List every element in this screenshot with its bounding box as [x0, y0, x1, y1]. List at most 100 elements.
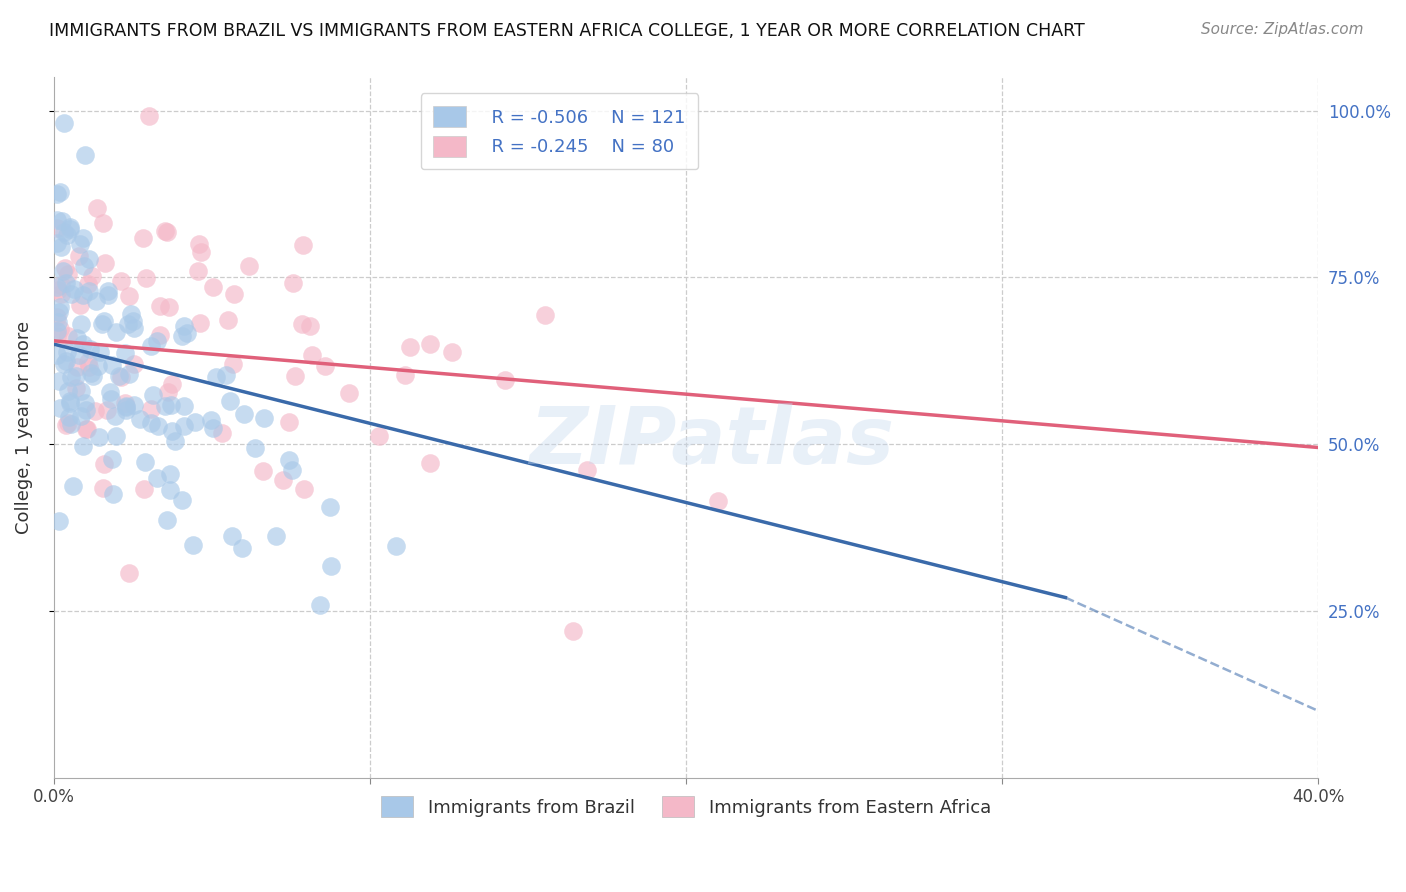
Point	[157, 300, 180, 314]
Point	[53, 357, 76, 371]
Point	[148, 299, 170, 313]
Point	[46, 212, 69, 227]
Point	[222, 357, 245, 371]
Point	[299, 318, 322, 333]
Point	[100, 392, 122, 406]
Point	[46, 315, 69, 329]
Point	[201, 421, 224, 435]
Point	[170, 329, 193, 343]
Point	[93, 314, 115, 328]
Point	[176, 326, 198, 340]
Point	[441, 345, 464, 359]
Point	[46, 348, 69, 362]
Point	[162, 377, 184, 392]
Point	[52, 264, 75, 278]
Text: Source: ZipAtlas.com: Source: ZipAtlas.com	[1201, 22, 1364, 37]
Point	[115, 401, 138, 415]
Point	[91, 217, 114, 231]
Point	[284, 368, 307, 383]
Point	[188, 316, 211, 330]
Point	[65, 369, 87, 384]
Point	[70, 384, 93, 398]
Point	[281, 277, 304, 291]
Point	[46, 235, 69, 250]
Text: IMMIGRANTS FROM BRAZIL VS IMMIGRANTS FROM EASTERN AFRICA COLLEGE, 1 YEAR OR MORE: IMMIGRANTS FROM BRAZIL VS IMMIGRANTS FRO…	[49, 22, 1085, 40]
Point	[138, 109, 160, 123]
Point	[139, 402, 162, 417]
Point	[110, 274, 132, 288]
Point	[221, 529, 243, 543]
Point	[153, 224, 176, 238]
Point	[53, 260, 76, 275]
Point	[49, 300, 72, 314]
Point	[82, 368, 104, 383]
Point	[101, 358, 124, 372]
Point	[70, 409, 93, 423]
Point	[211, 425, 233, 440]
Point	[292, 238, 315, 252]
Point	[172, 492, 194, 507]
Point	[46, 280, 69, 294]
Point	[52, 225, 75, 239]
Point	[115, 402, 138, 417]
Point	[128, 412, 150, 426]
Point	[576, 463, 599, 477]
Point	[76, 277, 98, 292]
Point	[181, 538, 204, 552]
Point	[48, 514, 70, 528]
Point	[60, 417, 83, 432]
Point	[291, 317, 314, 331]
Point	[187, 264, 209, 278]
Point	[188, 237, 211, 252]
Point	[173, 319, 195, 334]
Point	[122, 321, 145, 335]
Point	[76, 355, 98, 369]
Point	[494, 373, 516, 387]
Point	[122, 398, 145, 412]
Point	[217, 312, 239, 326]
Point	[165, 434, 187, 449]
Point	[277, 453, 299, 467]
Point	[118, 289, 141, 303]
Point	[69, 298, 91, 312]
Point	[337, 385, 360, 400]
Point	[46, 324, 69, 338]
Point	[200, 413, 222, 427]
Point	[59, 395, 82, 409]
Point	[84, 293, 107, 308]
Point	[135, 271, 157, 285]
Point	[190, 245, 212, 260]
Point	[156, 513, 179, 527]
Point	[245, 441, 267, 455]
Point	[67, 249, 90, 263]
Point	[132, 231, 155, 245]
Point	[419, 456, 441, 470]
Text: ZIPatlas: ZIPatlas	[529, 402, 894, 481]
Point	[93, 457, 115, 471]
Point	[75, 422, 97, 436]
Point	[65, 382, 87, 396]
Point	[277, 415, 299, 429]
Point	[146, 470, 169, 484]
Point	[533, 308, 555, 322]
Point	[58, 410, 80, 425]
Point	[77, 284, 100, 298]
Point	[309, 598, 332, 612]
Point	[55, 417, 77, 432]
Point	[48, 283, 70, 297]
Point	[205, 369, 228, 384]
Point	[49, 278, 72, 293]
Point	[108, 369, 131, 384]
Point	[49, 401, 72, 416]
Point	[60, 286, 83, 301]
Point	[139, 339, 162, 353]
Point	[79, 360, 101, 375]
Point	[264, 529, 287, 543]
Point	[55, 276, 77, 290]
Point	[146, 419, 169, 434]
Point	[184, 416, 207, 430]
Point	[49, 240, 72, 254]
Point	[96, 402, 118, 417]
Point	[368, 428, 391, 442]
Point	[72, 337, 94, 351]
